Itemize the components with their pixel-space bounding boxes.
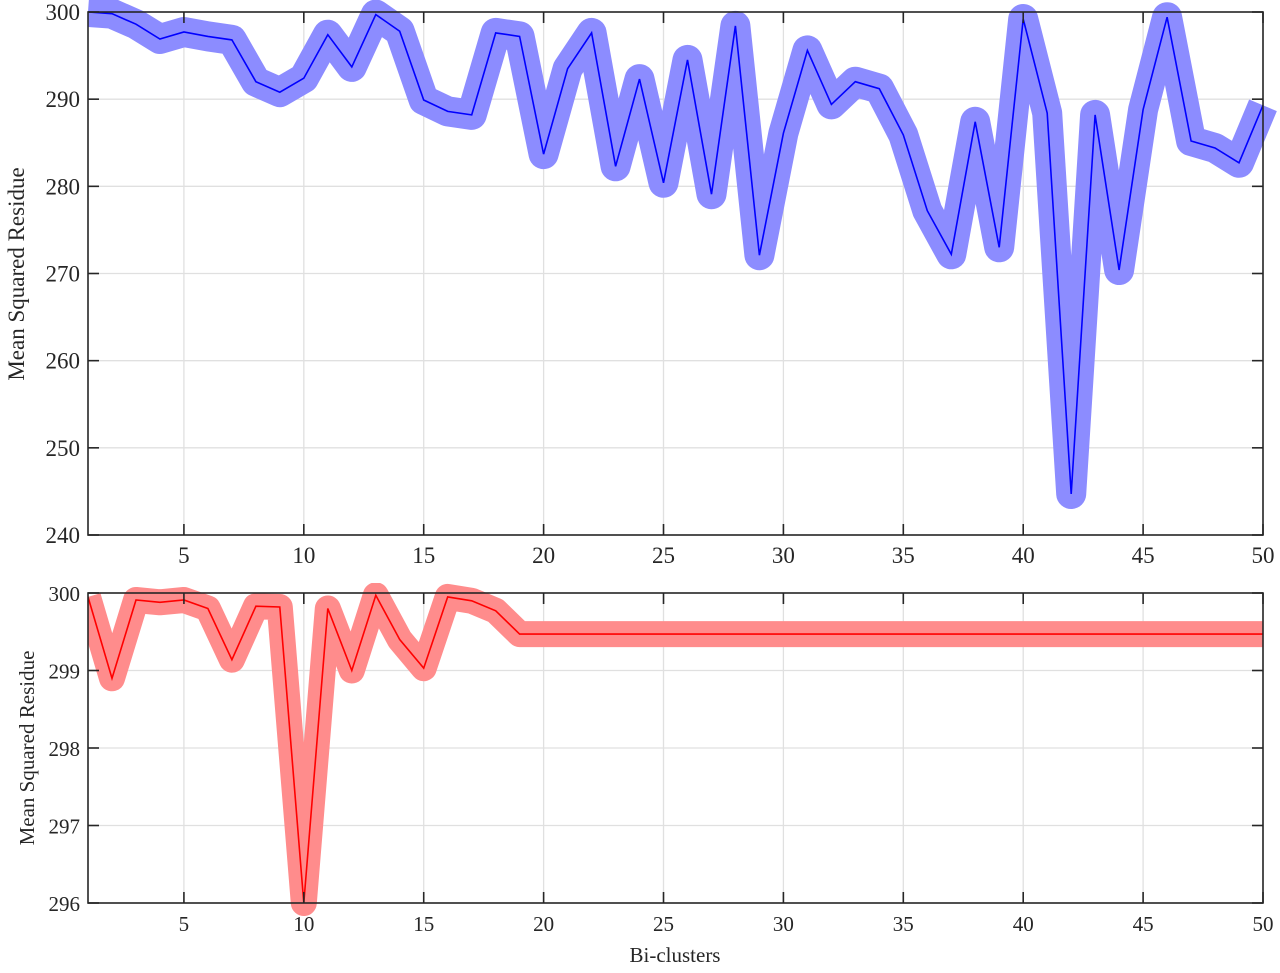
y-tick-label: 280 bbox=[46, 174, 81, 199]
series-line bbox=[88, 11, 1264, 495]
x-axis-label: Bi-clusters bbox=[630, 943, 721, 967]
y-tick-label: 300 bbox=[46, 0, 81, 25]
y-tick-label: 260 bbox=[46, 349, 81, 374]
x-tick-label: 35 bbox=[893, 912, 914, 936]
x-tick-label: 30 bbox=[772, 543, 795, 568]
x-tick-label: 45 bbox=[1133, 912, 1154, 936]
y-tick-label: 299 bbox=[49, 660, 81, 684]
x-tick-label: 45 bbox=[1132, 543, 1155, 568]
top-panel: 5 10 15 20 25 30 35 40 45 50 240 250 260 270 280 290 300… bbox=[4, 0, 1277, 568]
top-axes: 5 10 15 20 25 30 35 40 45 50 240 250 260 270 280 290 300 bbox=[46, 0, 1275, 568]
series-line bbox=[88, 593, 1263, 904]
y-tick-label: 290 bbox=[46, 87, 81, 112]
y-tick-label: 240 bbox=[46, 523, 81, 548]
x-tick-label: 50 bbox=[1252, 543, 1275, 568]
x-tick-label: 5 bbox=[178, 543, 190, 568]
bottom-y-axis-label: Mean Squared Residue bbox=[15, 651, 39, 846]
series-band bbox=[88, 583, 1263, 916]
x-tick-label: 30 bbox=[773, 912, 794, 936]
bottom-panel: 5 10 15 20 25 30 35 40 45 50 296 297 298 299 300 Mean … bbox=[15, 582, 1274, 967]
x-tick-label: 15 bbox=[413, 912, 434, 936]
bottom-axes: 5 10 15 20 25 30 35 40 45 50 296 297 298 299 300 bbox=[49, 582, 1274, 936]
y-tick-label: 300 bbox=[49, 582, 81, 606]
x-tick-label: 50 bbox=[1253, 912, 1274, 936]
x-tick-label: 25 bbox=[653, 912, 674, 936]
top-series-line bbox=[88, 0, 1277, 509]
x-tick-label: 10 bbox=[293, 912, 314, 936]
x-tick-label: 40 bbox=[1013, 912, 1034, 936]
x-tick-label: 15 bbox=[412, 543, 435, 568]
x-tick-label: 40 bbox=[1012, 543, 1035, 568]
y-tick-label: 296 bbox=[49, 892, 81, 916]
y-tick-label: 297 bbox=[49, 815, 81, 839]
y-tick-label: 250 bbox=[46, 436, 81, 461]
x-tick-label: 20 bbox=[532, 543, 555, 568]
x-tick-label: 25 bbox=[652, 543, 675, 568]
y-tick-label: 298 bbox=[49, 737, 81, 761]
x-tick-label: 5 bbox=[179, 912, 190, 936]
y-tick-label: 270 bbox=[46, 262, 81, 287]
bottom-series-line bbox=[88, 583, 1263, 916]
x-tick-label: 35 bbox=[892, 543, 915, 568]
x-tick-label: 20 bbox=[533, 912, 554, 936]
top-y-axis-label: Mean Squared Residue bbox=[4, 167, 29, 380]
x-tick-label: 10 bbox=[292, 543, 315, 568]
